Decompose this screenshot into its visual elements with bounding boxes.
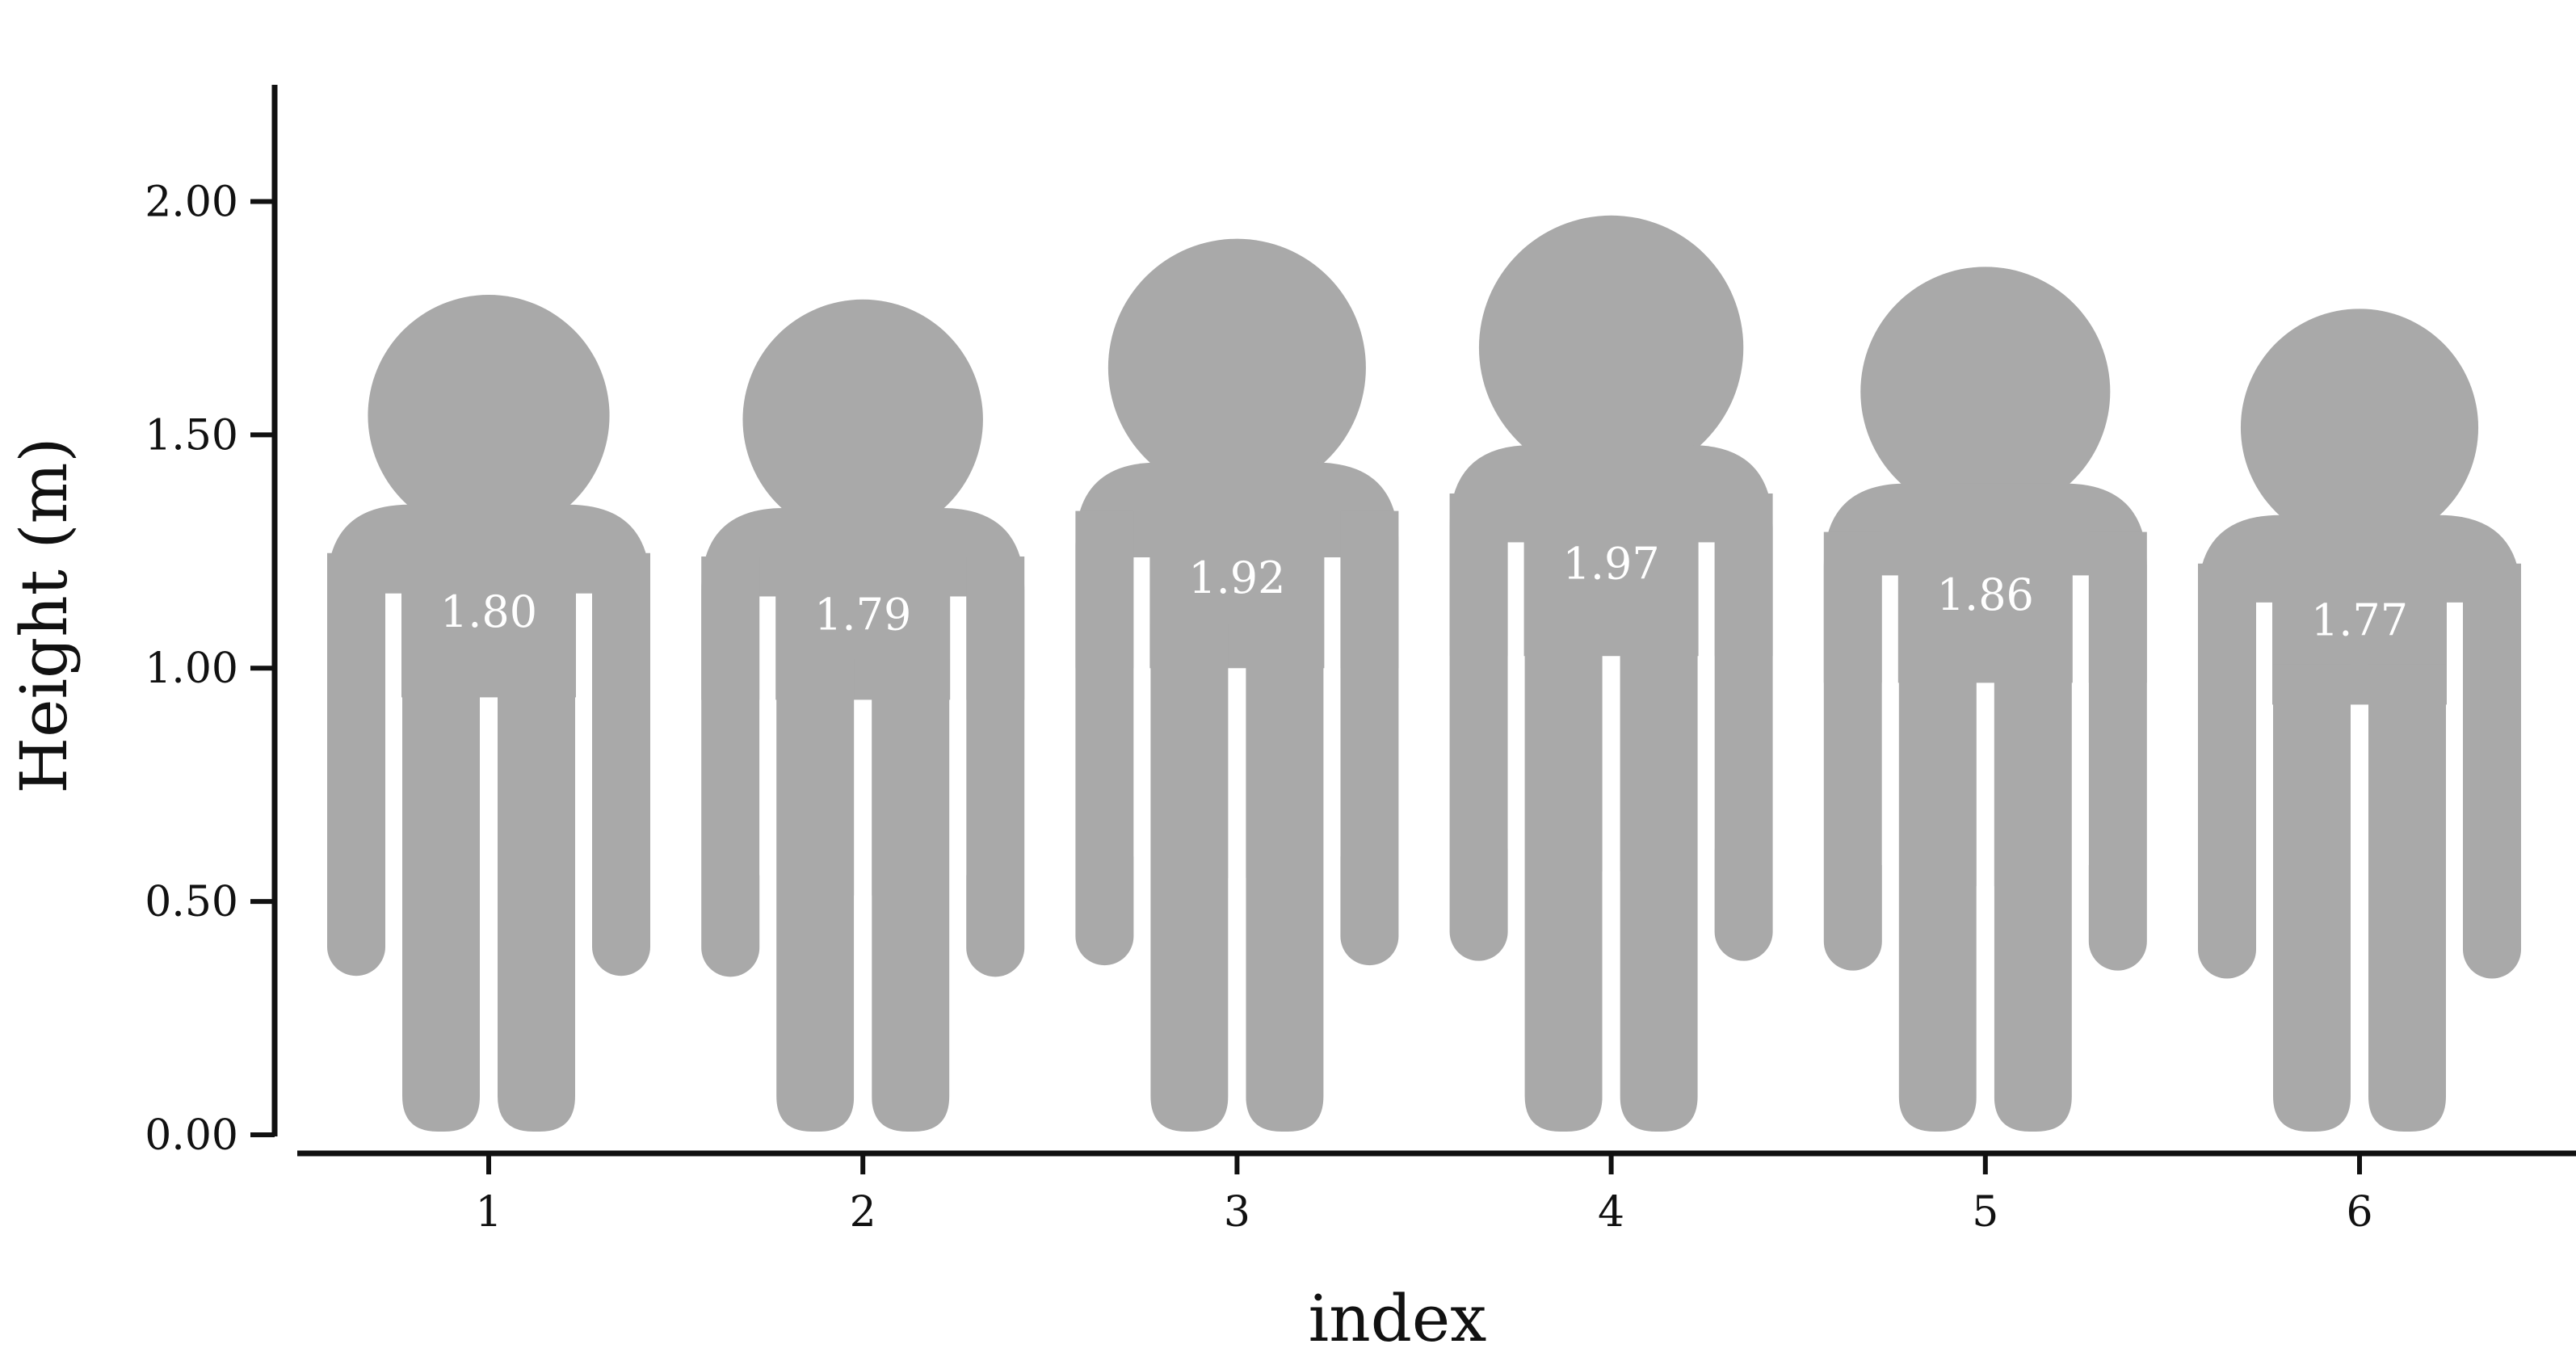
leg-gap: [2351, 898, 2368, 1136]
arm-gap: [1324, 557, 1341, 857]
y-tick-label: 1.00: [145, 645, 238, 693]
arm-gap: [2072, 575, 2089, 866]
y-axis-title: Height (m): [6, 437, 82, 793]
x-tick-label: 6: [2346, 1188, 2372, 1237]
arm-gap: [1698, 542, 1715, 850]
arm-gap: [2447, 602, 2463, 879]
leg-gap: [480, 894, 498, 1136]
person-figure: [1449, 215, 1773, 1136]
person-right-leg: [1246, 624, 1324, 1132]
person-torso: [2198, 514, 2521, 705]
person-figures: [327, 215, 2521, 1136]
leg-gap: [854, 895, 872, 1136]
person-right-arm: [2463, 563, 2521, 979]
person-right-leg: [1994, 640, 2072, 1132]
arm-gap: [759, 596, 776, 876]
person-torso: [701, 508, 1025, 700]
arm-gap: [576, 593, 592, 874]
x-axis-ticks: 1 2 3 4 5 6: [475, 1153, 2373, 1237]
person-torso: [1449, 444, 1773, 657]
person-head: [1107, 238, 1366, 497]
person-left-arm: [1075, 510, 1134, 966]
y-tick-label: 2.00: [145, 178, 238, 226]
arm-gap: [385, 593, 401, 874]
value-label: 1.97: [1562, 538, 1659, 589]
leg-gap: [1602, 871, 1620, 1136]
person-figure: [701, 299, 1025, 1136]
person-head: [1860, 267, 2111, 517]
person-right-leg: [498, 656, 575, 1132]
person-left-leg: [2273, 664, 2351, 1132]
person-torso: [327, 504, 650, 698]
person-right-arm: [1714, 493, 1773, 961]
value-label: 1.77: [2311, 594, 2408, 645]
person-figure: [1075, 238, 1399, 1136]
person-left-arm: [1823, 531, 1882, 971]
person-right-arm: [1340, 510, 1399, 966]
value-labels: 1.80 1.79 1.92 1.97 1.86 1.77: [440, 538, 2408, 645]
person-left-leg: [1898, 640, 1977, 1132]
x-tick-label: 4: [1598, 1188, 1624, 1237]
person-left-arm: [2198, 563, 2256, 979]
arm-gap: [950, 596, 967, 876]
person-right-arm: [2088, 531, 2147, 971]
leg-gap: [1976, 886, 1994, 1136]
arm-gap: [1133, 557, 1150, 857]
person-figure: [1823, 267, 2147, 1136]
person-head: [368, 295, 610, 537]
person-left-leg: [1524, 611, 1603, 1132]
y-axis-ticks: 0.00 0.50 1.00 1.50 2.00: [145, 178, 275, 1160]
x-axis-title: index: [1309, 1281, 1487, 1356]
person-right-arm: [592, 552, 650, 976]
person-left-leg: [402, 656, 480, 1132]
person-left-arm: [701, 556, 760, 977]
value-label: 1.80: [440, 586, 537, 637]
person-right-arm: [966, 556, 1025, 977]
person-head: [2240, 309, 2479, 547]
y-tick-label: 0.00: [145, 1111, 238, 1160]
person-head: [742, 299, 983, 540]
person-head: [1478, 215, 1744, 481]
person-right-leg: [1620, 611, 1698, 1132]
y-tick-label: 0.50: [145, 878, 238, 926]
value-label: 1.86: [1937, 569, 2034, 620]
value-label: 1.92: [1188, 552, 1285, 603]
person-torso: [1075, 462, 1399, 669]
person-left-leg: [1150, 624, 1229, 1132]
person-figure: [327, 295, 650, 1136]
person-left-arm: [327, 552, 385, 976]
x-tick-label: 5: [1972, 1188, 1998, 1237]
person-right-leg: [2368, 664, 2446, 1132]
value-label: 1.79: [814, 589, 911, 640]
x-tick-label: 3: [1224, 1188, 1250, 1237]
y-tick-label: 1.50: [145, 411, 238, 460]
person-torso: [1823, 483, 2147, 683]
person-left-leg: [776, 658, 855, 1132]
x-tick-label: 2: [850, 1188, 876, 1237]
arm-gap: [1507, 542, 1524, 850]
x-tick-label: 1: [475, 1188, 502, 1237]
person-right-leg: [872, 658, 950, 1132]
arm-gap: [2256, 602, 2272, 879]
arm-gap: [1881, 575, 1898, 866]
leg-gap: [1228, 878, 1246, 1136]
person-left-arm: [1449, 493, 1508, 961]
person-figure: [2198, 309, 2521, 1136]
